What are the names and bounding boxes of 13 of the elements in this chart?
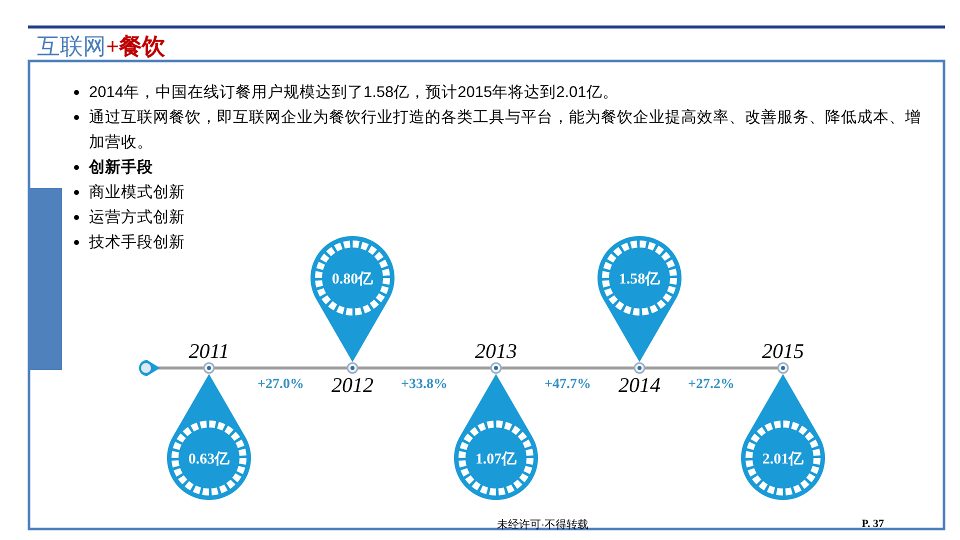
title: 互联网+餐饮 <box>37 33 166 61</box>
annotation: P. 37 <box>862 518 884 530</box>
annotation: 未经许可·不得转载 <box>497 519 589 531</box>
annotation: +27.2% <box>688 377 734 392</box>
annotation: 运营方式创新 <box>89 209 185 226</box>
annotation: +47.7% <box>544 377 591 392</box>
annotation: 创新手段 <box>89 159 153 176</box>
annotation: 通过互联网餐饮，即互联网企业为餐饮行业打造的各类工具与平台，能为餐饮企业提高效率、改善服务、降低成本、增加营收。 <box>89 109 921 151</box>
annotation: +33.8% <box>401 377 448 392</box>
annotation: +27.0% <box>258 377 304 392</box>
annotation: 2014年，中国在线订餐用户规模达到了1.58亿，预计2015年将达到2.01亿。 <box>89 84 618 101</box>
annotation: 商业模式创新 <box>89 184 185 201</box>
annotation: 技术手段创新 <box>89 234 185 251</box>
